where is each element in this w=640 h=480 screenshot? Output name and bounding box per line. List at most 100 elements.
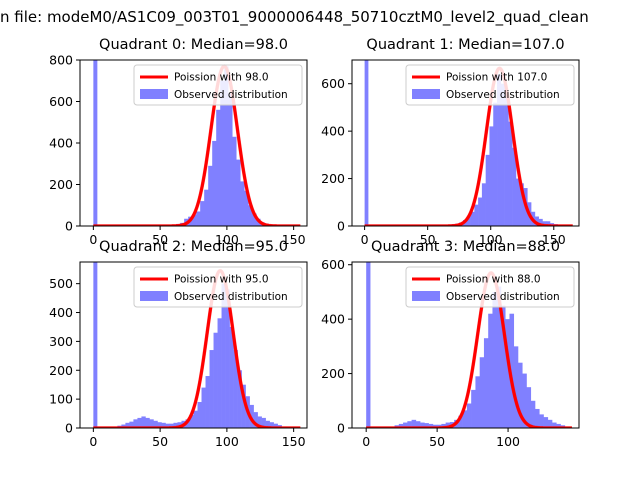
histogram-bar — [539, 414, 544, 428]
legend-label-observed: Observed distribution — [446, 89, 560, 101]
histogram-bar — [519, 183, 524, 226]
subplot-title-0: Quadrant 0: Median=98.0 — [99, 37, 288, 53]
histogram-bar — [475, 376, 480, 428]
histogram-bar — [445, 422, 451, 428]
histogram-bar — [504, 93, 509, 226]
histogram-bar — [217, 318, 222, 428]
subplot-3: 0 50 100 0 200 400 600 Quadrant 3: Median=88.0 P… — [321, 239, 580, 449]
legend-box-3 — [405, 266, 575, 308]
x-tick-label: 150 — [282, 232, 306, 247]
histogram-bar — [522, 373, 527, 428]
subplot-title-1: Quadrant 1: Median=107.0 — [366, 37, 564, 53]
x-tick-label: 0 — [361, 232, 369, 247]
histogram-bar — [505, 319, 510, 428]
histogram-bar — [478, 197, 483, 226]
histogram-bar — [466, 216, 471, 226]
x-tick-label: 100 — [479, 232, 503, 247]
histogram-bar — [205, 376, 210, 428]
histogram-bar — [273, 423, 278, 428]
legend-box-2 — [133, 266, 303, 308]
histogram-bar — [538, 218, 543, 226]
y-tick-label: 400 — [49, 136, 73, 151]
histogram-bar — [500, 83, 505, 226]
x-tick-label: 100 — [215, 232, 239, 247]
poisson-curve-line-0 — [93, 64, 301, 226]
histogram-bar — [534, 216, 539, 226]
figure-suptitle: n file: modeM0/AS1C09_003T01_9000006448_… — [0, 8, 589, 27]
x-tick-label: 50 — [429, 434, 445, 449]
histogram-bar — [496, 286, 502, 428]
y-tick-label: 600 — [321, 257, 345, 272]
axes-frame-2 — [79, 261, 308, 429]
histogram-bar — [493, 102, 498, 226]
histogram-bar — [500, 305, 506, 428]
legend-observed-swatch — [140, 89, 168, 99]
subplot-title-3: Quadrant 3: Median=88.0 — [371, 239, 560, 255]
plot-area-0 — [93, 60, 301, 226]
y-tick-label: 600 — [49, 94, 73, 109]
histogram-bar — [153, 420, 158, 428]
histogram-bar — [428, 423, 434, 428]
legend-box-0 — [133, 64, 303, 106]
histogram-bar-zero — [93, 60, 98, 226]
histogram-bar — [196, 211, 201, 226]
y-tick-label: 0 — [65, 421, 73, 436]
y-tick-label: 200 — [321, 366, 345, 381]
histogram-bar — [497, 74, 502, 226]
histogram-bar — [193, 410, 198, 428]
histogram-bar — [252, 213, 257, 226]
axes-frame-3 — [351, 261, 580, 429]
y-tick-label: 0 — [65, 219, 73, 234]
y-tick-label: 500 — [49, 276, 73, 291]
legend-label-observed: Observed distribution — [174, 89, 288, 101]
x-tick-label: 0 — [89, 434, 97, 449]
histogram-bar — [512, 147, 517, 226]
subplot-1: 0 50 100 150 0 200 400 600 Quadrant 1: Median=10… — [321, 37, 580, 247]
histogram-bar — [441, 423, 446, 428]
histogram-bar — [165, 423, 170, 428]
subplot-0: 0 50 100 150 0 200 400 600 800 Quadrant 0: Median… — [49, 37, 308, 247]
x-tick-label: 100 — [215, 434, 239, 449]
y-tick-label: 800 — [49, 53, 73, 68]
histogram-bar — [192, 214, 197, 226]
plot-area-1 — [364, 60, 573, 226]
histogram-bar — [420, 422, 425, 428]
histogram-bar — [236, 159, 241, 226]
histogram-bar — [149, 419, 154, 428]
histogram-bar-zero — [366, 262, 371, 428]
histogram-bar — [466, 403, 472, 428]
histogram-bar — [197, 402, 202, 428]
histogram-bar — [535, 408, 540, 428]
histogram-bar — [471, 389, 476, 428]
legend-label-observed: Observed distribution — [446, 291, 560, 303]
histogram-bar — [169, 423, 174, 428]
y-tick-label: 400 — [49, 305, 73, 320]
histogram-bar — [403, 422, 408, 428]
histogram-bar-zero — [364, 60, 369, 226]
x-tick-label: 100 — [496, 434, 520, 449]
histogram-bar — [133, 419, 138, 428]
legend-label-poisson: Poission with 107.0 — [446, 72, 547, 84]
histogram-bar — [224, 66, 229, 226]
histogram-bar — [213, 332, 218, 428]
histogram-bar — [189, 415, 194, 428]
poisson-curve-line-1 — [364, 66, 573, 226]
histogram-bar — [221, 283, 226, 428]
histogram-bar — [145, 417, 150, 428]
histogram-bar — [458, 415, 463, 428]
y-tick-label: 0 — [337, 421, 345, 436]
y-tick-label: 200 — [49, 363, 73, 378]
subplot-title-2: Quadrant 2: Median=95.0 — [99, 239, 288, 255]
histogram-bar — [241, 384, 246, 428]
histogram-bar — [398, 423, 404, 428]
legend-label-poisson: Poission with 95.0 — [174, 274, 269, 286]
histogram-bar — [556, 423, 561, 428]
y-tick-label: 400 — [321, 312, 345, 327]
histogram-bar — [208, 165, 213, 226]
histogram-bar — [253, 412, 258, 428]
histogram-bar — [269, 422, 274, 428]
y-tick-label: 400 — [321, 124, 345, 139]
histogram-bar — [161, 422, 166, 428]
legend-box-1 — [405, 64, 575, 106]
histogram-bar — [248, 205, 253, 226]
